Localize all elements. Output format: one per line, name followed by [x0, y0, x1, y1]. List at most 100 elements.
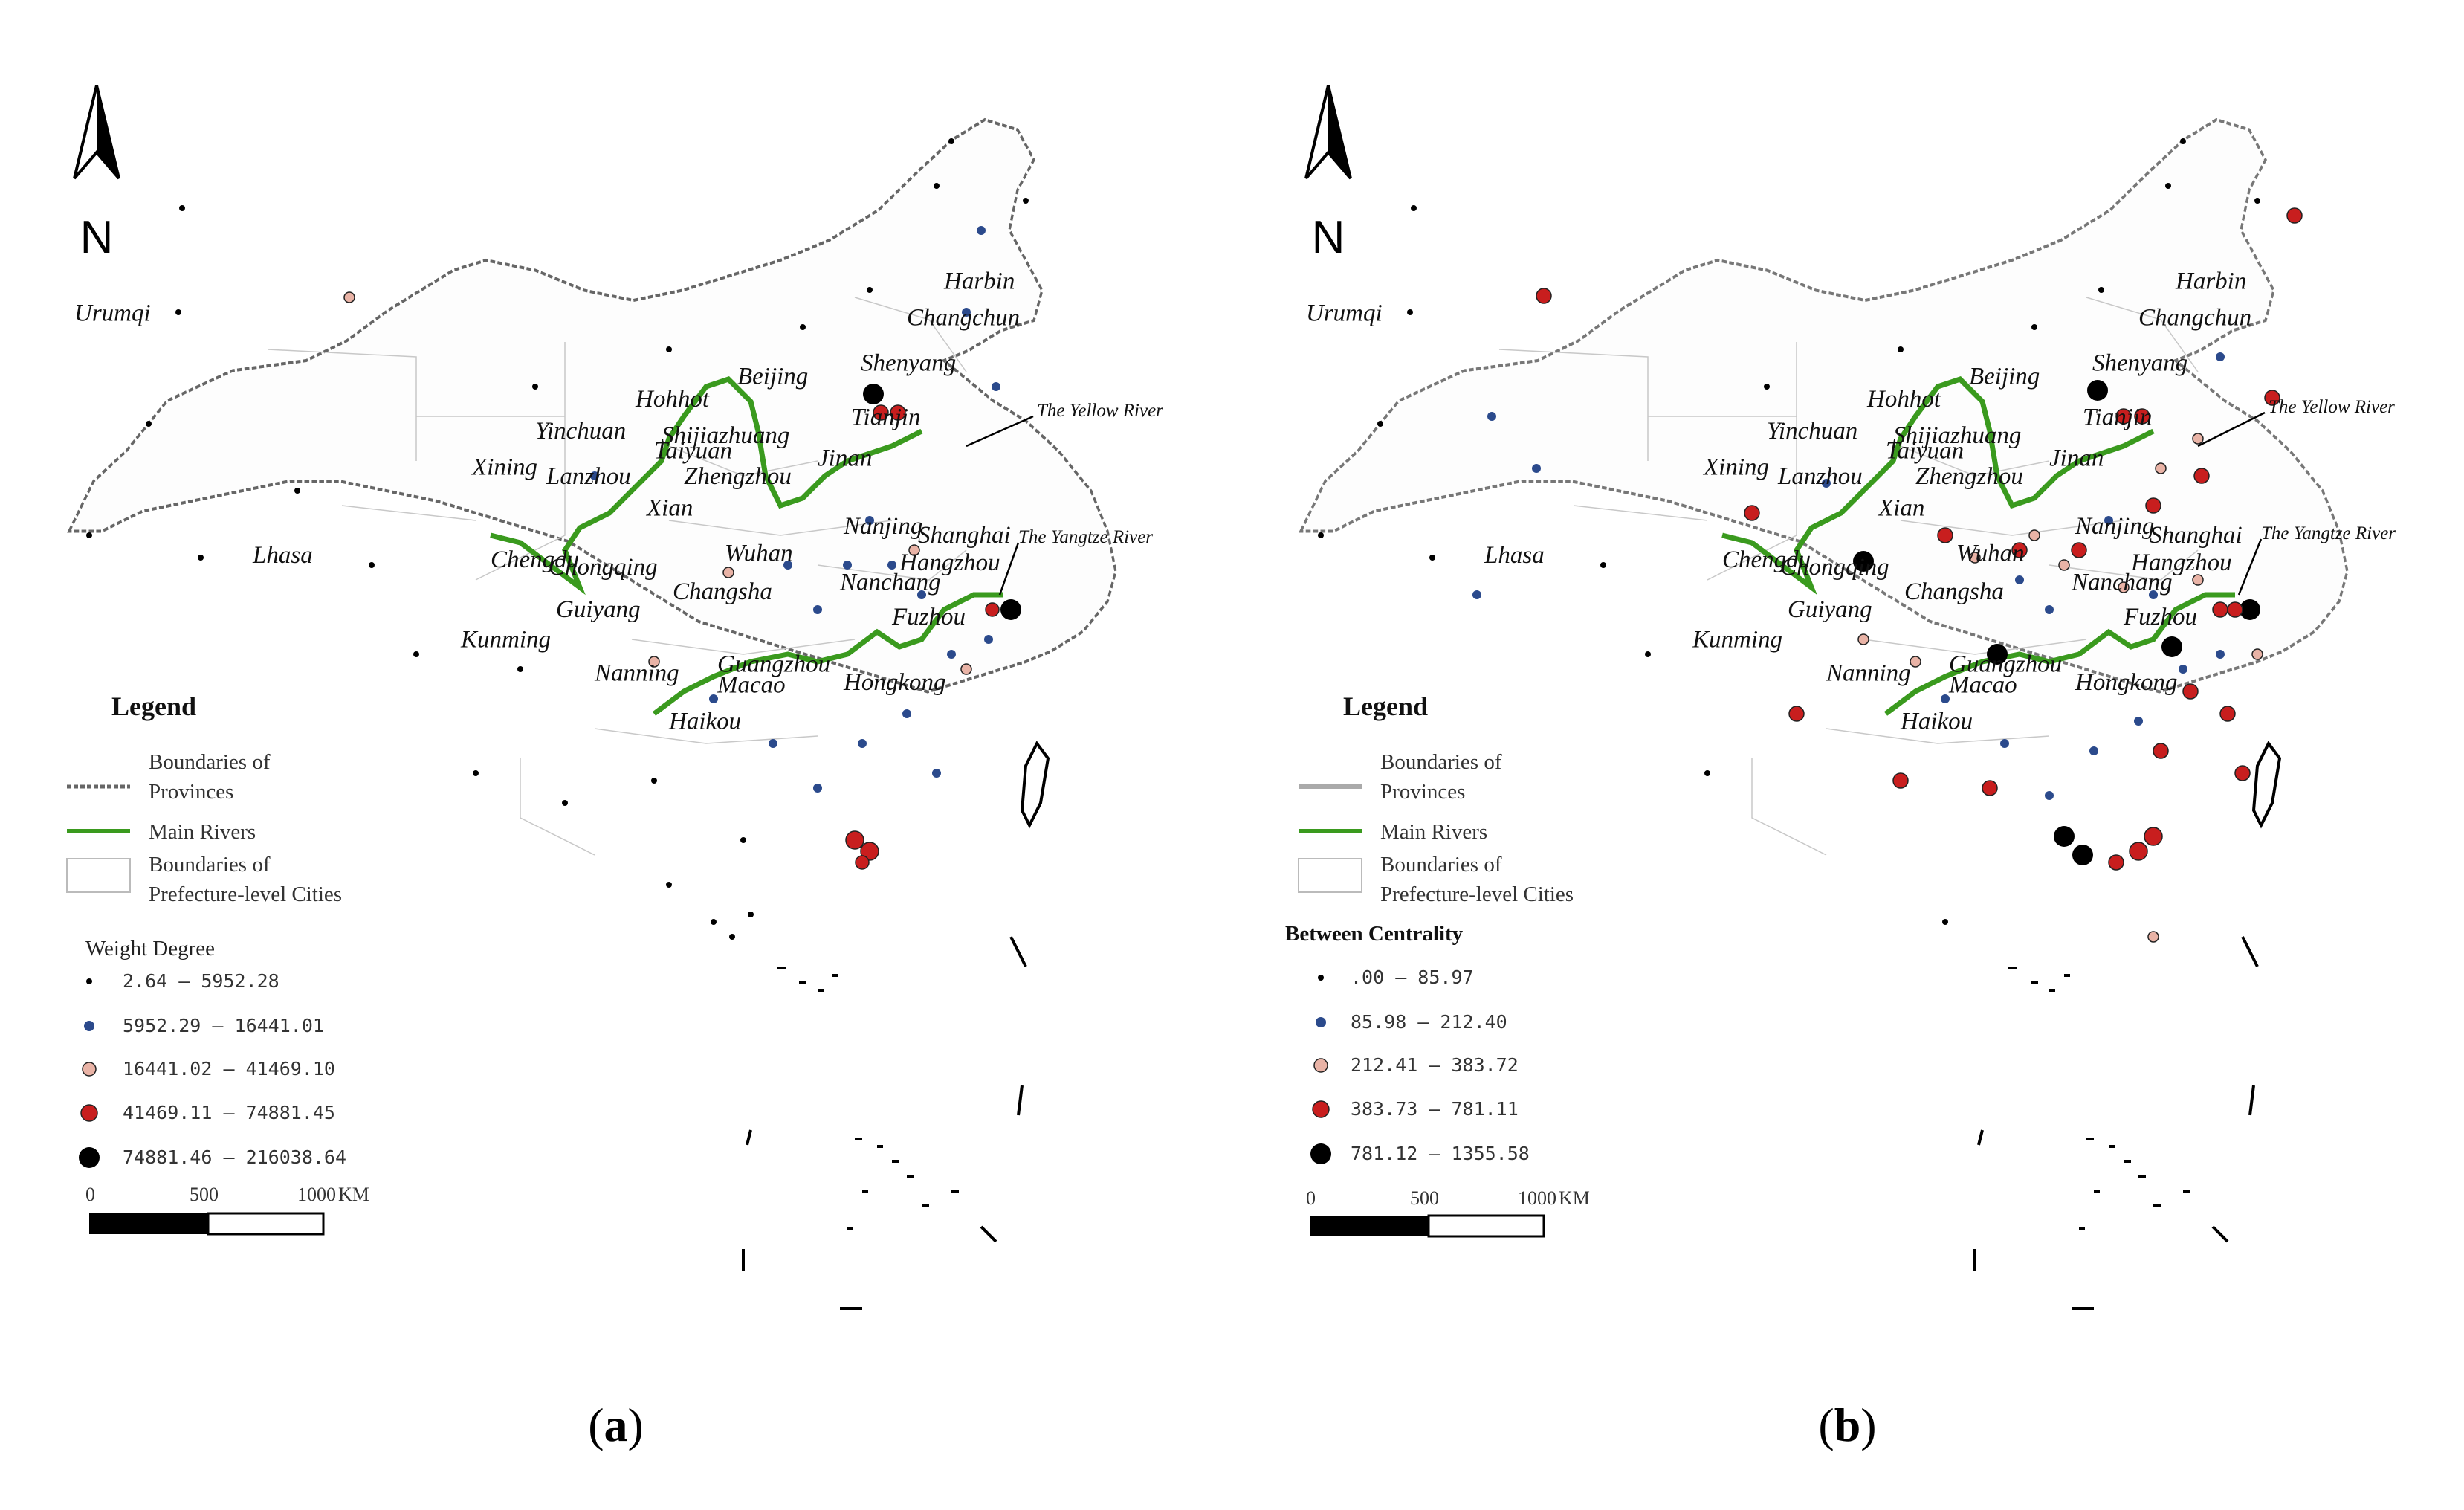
- city-label: Hohhot: [1866, 386, 1941, 413]
- class-3: 16441.02 – 41469.10: [123, 1058, 335, 1080]
- scale-0: 0: [85, 1184, 95, 1205]
- city-label: Guiyang: [556, 596, 641, 623]
- map-legend: Legend Boundaries of Provinces Main River…: [1285, 691, 1590, 1238]
- map-figure-a: N Urumqi Harbin Changchun Beijing Shenyang Ho…: [66, 85, 1163, 1310]
- legend-provinces: Boundaries of Provinces: [149, 750, 271, 804]
- china-outline: [67, 117, 1117, 694]
- city-label: Zhengzhou: [684, 463, 792, 490]
- city-label: Lanzhou: [546, 463, 631, 490]
- city-label: Lanzhou: [1777, 463, 1863, 490]
- city-label: Nanning: [594, 660, 679, 687]
- city-label: Shanghai: [2150, 522, 2243, 549]
- city-label: Changchun: [907, 304, 1020, 331]
- map-legend: Legend Boundaries of Provinces Main River…: [66, 691, 369, 1236]
- city-label: Yinchuan: [535, 418, 626, 445]
- scale-0: 0: [1306, 1187, 1316, 1209]
- city-label: Haikou: [668, 708, 741, 735]
- class-3: 212.41 – 383.72: [1351, 1054, 1519, 1076]
- classes-title: Between Centrality: [1285, 922, 1464, 946]
- city-label: Zhengzhou: [1915, 463, 2023, 490]
- north-arrow: N: [73, 85, 120, 263]
- city-label: Nanjing: [2075, 513, 2154, 540]
- legend-cities: Boundaries of Prefecture-level Cities: [1380, 853, 1574, 906]
- city-label: Guangzhou: [1949, 651, 2062, 677]
- city-label: Changsha: [673, 578, 772, 605]
- city-label: Fuzhou: [891, 604, 966, 630]
- class-2: 5952.29 – 16441.01: [123, 1015, 324, 1036]
- city-label: Macao: [1948, 672, 2017, 699]
- city-label: Xining: [471, 454, 537, 481]
- city-label: Fuzhou: [2123, 604, 2197, 630]
- taiwan-island: [1020, 741, 1050, 829]
- classes-title: Weight Degree: [85, 937, 215, 961]
- city-label: Hongkong: [2075, 669, 2177, 696]
- scale-bar-black: [89, 1213, 208, 1234]
- caption-a-label: a: [604, 1398, 628, 1451]
- city-label: Tianjin: [2083, 404, 2153, 431]
- city-label: Nanjing: [843, 513, 922, 540]
- city-label: Beijing: [1969, 364, 2040, 390]
- city-label: Lhasa: [252, 542, 313, 569]
- city-label: Yinchuan: [1767, 418, 1857, 445]
- scale-unit: KM: [1559, 1187, 1590, 1209]
- city-label: Harbin: [943, 268, 1015, 295]
- city-label: Nanning: [1826, 660, 1911, 687]
- class-4: 383.73 – 781.11: [1351, 1098, 1519, 1120]
- city-label: Jinan: [818, 445, 872, 472]
- city-label: Urumqi: [1306, 300, 1383, 326]
- city-nodes: [1318, 138, 2303, 943]
- class-4: 41469.11 – 74881.45: [123, 1102, 335, 1123]
- city-label: Wuhan: [725, 541, 793, 567]
- city-label: Shanghai: [918, 522, 1011, 549]
- city-labels: Urumqi Harbin Changchun Beijing Shenyang Hohh…: [1306, 268, 2251, 735]
- taiwan-island: [2251, 741, 2282, 829]
- city-label: Nanchang: [2071, 570, 2173, 596]
- city-label: Hohhot: [635, 386, 710, 413]
- city-label: Hongkong: [843, 669, 945, 696]
- main-rivers: [490, 375, 1003, 716]
- city-label: Guangzhou: [717, 651, 830, 677]
- city-label: Chongqing: [1780, 554, 1889, 581]
- city-label: Chongqing: [549, 554, 658, 581]
- city-label: Hangzhou: [2130, 549, 2232, 576]
- city-label: Haikou: [1900, 708, 1973, 735]
- yellow-river: [490, 375, 923, 596]
- scale-1000: 1000: [1518, 1187, 1556, 1209]
- city-label: Hangzhou: [899, 549, 1000, 576]
- yellow-river-label: The Yellow River: [2269, 397, 2395, 417]
- scale-bar-white: [1427, 1214, 1545, 1238]
- north-label: N: [1312, 212, 1345, 263]
- legend-title: Legend: [111, 691, 196, 721]
- islands: [742, 741, 1050, 1310]
- north-label: N: [80, 212, 114, 263]
- city-boundaries: [1498, 297, 2199, 856]
- city-label: Kunming: [1692, 627, 1782, 654]
- city-labels: Urumqi Harbin Changchun Beijing Shenyang Hohh…: [74, 268, 1020, 735]
- caption-a: (a): [588, 1398, 644, 1451]
- caption-b: (b): [1818, 1398, 1877, 1451]
- city-label: Shenyang: [861, 349, 956, 376]
- city-label: Chengdu: [1722, 546, 1811, 573]
- class-1: .00 – 85.97: [1351, 967, 1474, 988]
- city-label: Kunming: [460, 627, 551, 654]
- legend-rivers: Main Rivers: [149, 820, 256, 844]
- city-label: Wuhan: [1956, 541, 2025, 567]
- legend-cities: Boundaries of Prefecture-level Cities: [149, 853, 342, 906]
- yangtze-river: [1883, 592, 2235, 716]
- yellow-river-label: The Yellow River: [1037, 401, 1163, 421]
- islands: [1973, 741, 2282, 1310]
- country-outline: [67, 117, 1117, 694]
- legend-provinces: Boundaries of Provinces: [1380, 750, 1502, 804]
- city-label: Shenyang: [2092, 349, 2187, 376]
- caption-b-label: b: [1834, 1398, 1861, 1451]
- map-figure-b: N Urumqi Harbin Changchun Beijing Shenyang Ho…: [1285, 85, 2396, 1310]
- city-label: Harbin: [2175, 268, 2246, 295]
- yangtze-river-label: The Yangtze River: [1018, 527, 1153, 547]
- city-label: Taiyuan: [1886, 438, 1964, 465]
- city-label: Urumqi: [74, 300, 151, 326]
- yellow-river: [1721, 375, 2155, 596]
- city-label: Lhasa: [1484, 542, 1545, 569]
- class-5: 781.12 – 1355.58: [1351, 1143, 1530, 1164]
- yangtze-river: [652, 592, 1003, 716]
- map-panel-a: N Urumqi Harbin Changchun Beijing Shenyang Ho…: [66, 85, 1163, 1451]
